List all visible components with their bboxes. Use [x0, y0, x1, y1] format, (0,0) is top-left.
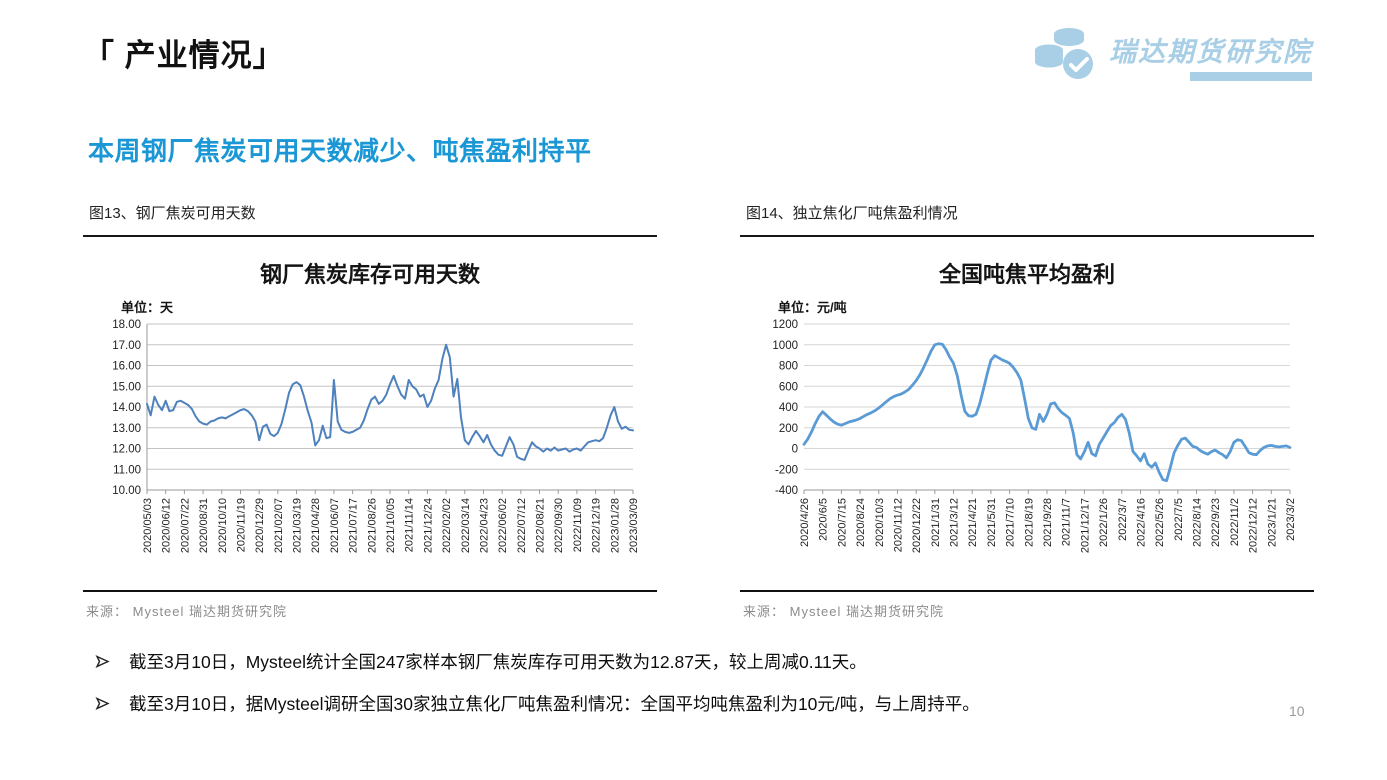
section-heading: 本周钢厂焦炭可用天数减少、吨焦盈利持平 [88, 136, 592, 166]
svg-text:2022/11/2: 2022/11/2 [1229, 498, 1241, 546]
svg-text:2022/07/12: 2022/07/12 [516, 498, 528, 553]
svg-text:2021/5/31: 2021/5/31 [986, 498, 998, 547]
page-number: 10 [1289, 703, 1305, 719]
svg-text:14.00: 14.00 [112, 402, 141, 414]
bullet-text: 截至3月10日，Mysteel统计全国247家样本钢厂焦炭库存可用天数为12.8… [129, 652, 867, 672]
svg-text:2022/11/09: 2022/11/09 [572, 498, 584, 552]
svg-text:2021/12/24: 2021/12/24 [422, 498, 434, 553]
svg-text:11.00: 11.00 [113, 464, 141, 476]
svg-text:2020/07/22: 2020/07/22 [179, 498, 191, 553]
figure-13-caption: 图13、钢厂焦炭可用天数 [83, 198, 657, 237]
svg-text:2020/12/29: 2020/12/29 [254, 498, 266, 553]
brand-logo-text: 瑞达期货研究院 [1109, 36, 1312, 67]
svg-text:1000: 1000 [772, 340, 798, 352]
svg-text:18.00: 18.00 [112, 319, 141, 331]
bullet-item: 截至3月10日，据Mysteel调研全国30家独立焦化厂吨焦盈利情况：全国平均吨… [95, 690, 1285, 718]
svg-text:2021/4/21: 2021/4/21 [967, 498, 979, 547]
coins-logo-icon [1035, 28, 1093, 79]
svg-text:2022/7/5: 2022/7/5 [1173, 498, 1185, 541]
svg-text:2023/1/21: 2023/1/21 [1266, 498, 1278, 547]
summary-bullets: 截至3月10日，Mysteel统计全国247家样本钢厂焦炭库存可用天数为12.8… [95, 648, 1285, 718]
figure-13-unit-label: 单位：天 [121, 300, 174, 315]
svg-text:400: 400 [779, 402, 798, 414]
svg-text:2020/11/12: 2020/11/12 [892, 498, 904, 552]
svg-text:600: 600 [779, 381, 798, 393]
svg-text:2021/08/26: 2021/08/26 [366, 498, 378, 553]
svg-text:2020/7/15: 2020/7/15 [836, 498, 848, 547]
svg-text:-400: -400 [775, 485, 798, 497]
figure-14-unit-label: 单位：元/吨 [778, 300, 847, 315]
svg-text:16.00: 16.00 [112, 361, 141, 373]
brand-logo: 瑞达期货研究院 [1035, 24, 1312, 86]
figure-14-title: 全国吨焦平均盈利 [938, 262, 1115, 287]
svg-text:2021/8/19: 2021/8/19 [1023, 498, 1035, 547]
svg-text:200: 200 [779, 423, 798, 435]
svg-text:2021/12/17: 2021/12/17 [1079, 498, 1091, 553]
svg-text:2021/7/10: 2021/7/10 [1005, 498, 1017, 547]
svg-text:15.00: 15.00 [112, 381, 141, 393]
svg-text:1200: 1200 [772, 319, 798, 331]
figure-13-title: 钢厂焦炭库存可用天数 [259, 262, 480, 287]
svg-text:13.00: 13.00 [112, 423, 141, 435]
svg-text:2020/05/03: 2020/05/03 [142, 498, 154, 553]
svg-text:2021/3/12: 2021/3/12 [949, 498, 961, 547]
svg-text:2022/9/23: 2022/9/23 [1210, 498, 1222, 547]
svg-text:2020/6/5: 2020/6/5 [818, 498, 830, 541]
svg-text:2022/09/30: 2022/09/30 [553, 498, 565, 553]
svg-text:2020/11/19: 2020/11/19 [235, 498, 247, 552]
svg-text:10.00: 10.00 [112, 485, 141, 497]
svg-text:2022/12/12: 2022/12/12 [1248, 498, 1260, 553]
svg-text:17.00: 17.00 [112, 340, 141, 352]
svg-text:2022/4/16: 2022/4/16 [1135, 498, 1147, 547]
svg-text:2020/10/3: 2020/10/3 [874, 498, 886, 547]
svg-text:0: 0 [792, 444, 798, 456]
svg-text:2021/11/7: 2021/11/7 [1061, 498, 1073, 546]
svg-text:2023/3/2: 2023/3/2 [1285, 498, 1297, 541]
arrow-bullet-icon [95, 697, 110, 710]
svg-text:2022/3/7: 2022/3/7 [1117, 498, 1129, 541]
svg-text:2023/03/09: 2023/03/09 [628, 498, 640, 553]
figure-14-caption: 图14、独立焦化厂吨焦盈利情况 [740, 198, 1314, 237]
svg-text:2020/10/10: 2020/10/10 [217, 498, 229, 553]
svg-text:-200: -200 [775, 464, 798, 476]
brand-logo-underline [1190, 71, 1312, 81]
figure-13-panel: 图13、钢厂焦炭可用天数 钢厂焦炭库存可用天数 单位：天 18.00 17.00 1… [83, 198, 657, 620]
svg-text:2023/01/28: 2023/01/28 [609, 498, 621, 553]
figure-14-source: 来源： Mysteel 瑞达期货研究院 [740, 590, 1314, 620]
svg-text:2021/11/14: 2021/11/14 [404, 498, 416, 552]
svg-text:2020/4/26: 2020/4/26 [799, 498, 811, 547]
svg-text:2021/03/19: 2021/03/19 [292, 498, 304, 553]
svg-text:2021/1/31: 2021/1/31 [930, 498, 942, 547]
svg-text:2022/08/21: 2022/08/21 [535, 498, 547, 553]
svg-text:2021/9/28: 2021/9/28 [1042, 498, 1054, 547]
svg-text:2021/07/17: 2021/07/17 [348, 498, 360, 553]
svg-text:2021/02/07: 2021/02/07 [273, 498, 285, 553]
svg-text:2021/04/28: 2021/04/28 [310, 498, 322, 553]
svg-text:2021/06/07: 2021/06/07 [329, 498, 341, 553]
figure-13-line-chart: 18.00 17.00 16.00 15.00 14.00 13.00 12.00 11.00… [112, 319, 640, 553]
svg-text:12.00: 12.00 [112, 444, 141, 456]
svg-text:2022/12/19: 2022/12/19 [591, 498, 603, 553]
svg-text:2020/12/22: 2020/12/22 [911, 498, 923, 553]
svg-text:2022/03/14: 2022/03/14 [460, 498, 472, 553]
figure-13-source: 来源： Mysteel 瑞达期货研究院 [83, 590, 657, 620]
bullet-text: 截至3月10日，据Mysteel调研全国30家独立焦化厂吨焦盈利情况：全国平均吨… [129, 694, 980, 714]
page-title: 「 产业情况」 [83, 38, 285, 73]
svg-text:2022/04/23: 2022/04/23 [478, 498, 490, 553]
svg-text:2022/1/26: 2022/1/26 [1098, 498, 1110, 547]
svg-text:2020/8/24: 2020/8/24 [855, 498, 867, 547]
svg-text:2022/02/02: 2022/02/02 [441, 498, 453, 553]
arrow-bullet-icon [95, 655, 110, 668]
svg-text:2022/8/14: 2022/8/14 [1192, 498, 1204, 547]
bullet-item: 截至3月10日，Mysteel统计全国247家样本钢厂焦炭库存可用天数为12.8… [95, 648, 1285, 676]
svg-text:800: 800 [779, 361, 798, 373]
figure-14-panel: 图14、独立焦化厂吨焦盈利情况 全国吨焦平均盈利 单位：元/吨 1200 1000… [740, 198, 1314, 620]
svg-text:2022/06/02: 2022/06/02 [497, 498, 509, 553]
svg-text:2021/10/05: 2021/10/05 [385, 498, 397, 553]
svg-text:2020/06/12: 2020/06/12 [161, 498, 173, 553]
svg-text:2022/5/26: 2022/5/26 [1154, 498, 1166, 547]
svg-text:2020/08/31: 2020/08/31 [198, 498, 210, 553]
